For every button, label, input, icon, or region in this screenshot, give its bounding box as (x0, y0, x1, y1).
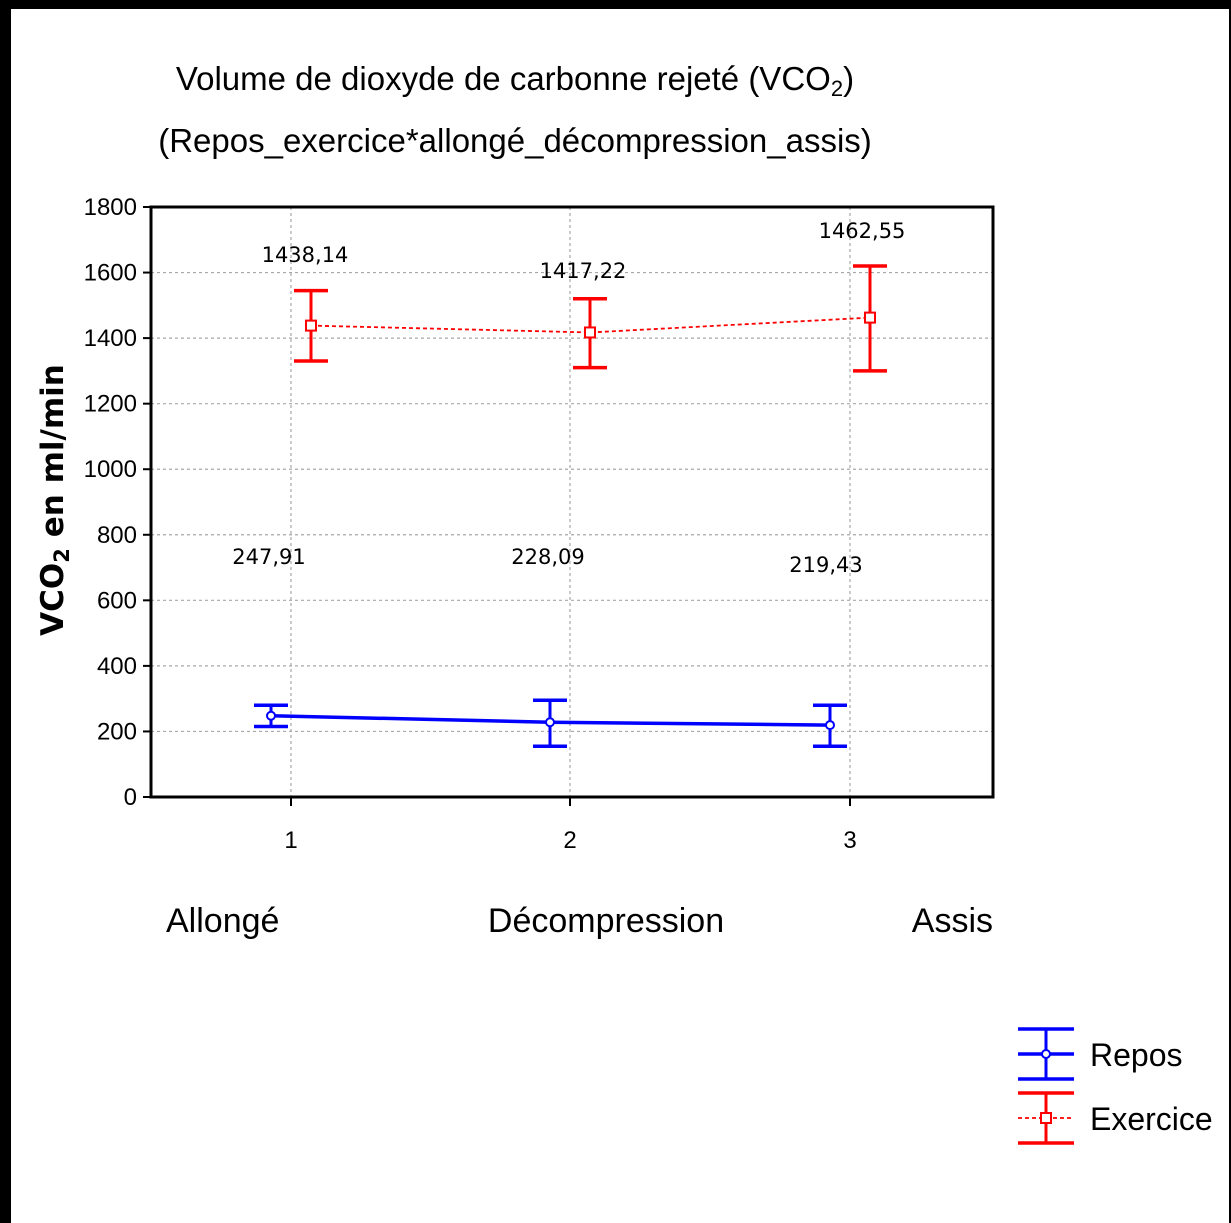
data-point (305, 319, 317, 332)
y-tick-label: 1400 (84, 325, 137, 352)
legend-marker (1041, 1049, 1051, 1059)
data-point (545, 717, 555, 728)
data-label: 1438,14 (262, 243, 349, 267)
data-labels: 247,91 228,09 219,43 1438,14 1417,22 1462,55 (232, 219, 905, 577)
data-label: 219,43 (789, 553, 862, 577)
data-point (864, 311, 876, 324)
data-point (266, 710, 276, 721)
chart-title-line2: (Repos_exercice*allongé_décompression_as… (158, 122, 872, 159)
series-group (254, 264, 887, 748)
legend-label: Repos (1090, 1037, 1183, 1073)
data-label: 1462,55 (819, 219, 906, 243)
series-exercice (294, 264, 887, 373)
data-label: 247,91 (232, 545, 305, 569)
data-label: 228,09 (511, 545, 584, 569)
y-tick-label: 600 (97, 587, 137, 614)
plot-area (149, 205, 995, 799)
ylabel-subscript: 2 (50, 548, 74, 563)
legend-entry-repos: Repos (1018, 1027, 1183, 1081)
x-tick-label: 2 (563, 827, 576, 854)
legend-marker (1040, 1112, 1052, 1124)
y-tick-label: 1000 (84, 456, 137, 483)
y-tick-label: 1800 (84, 194, 137, 221)
category-label: Allongé (166, 902, 279, 940)
category-label: Décompression (488, 902, 724, 940)
y-axis-label: VCO2 en ml/min (35, 364, 74, 636)
series-line (310, 316, 871, 334)
y-tick-label: 1200 (84, 391, 137, 418)
data-label: 1417,22 (540, 259, 627, 283)
y-tick-label: 200 (97, 718, 137, 745)
category-label: Assis (912, 902, 993, 940)
category-labels: Allongé Décompression Assis (166, 902, 993, 940)
x-axis: 1 2 3 (284, 797, 857, 854)
legend-entry-exercice: Exercice (1018, 1091, 1213, 1145)
y-tick-label: 1600 (84, 260, 137, 287)
grid (151, 207, 993, 797)
y-tick-label: 800 (97, 522, 137, 549)
x-tick-label: 1 (284, 827, 297, 854)
data-point (584, 326, 596, 339)
data-point (825, 720, 835, 731)
title-subscript: 2 (831, 76, 843, 101)
chart-title-line1: Volume de dioxyde de carbonne rejeté (VC… (176, 60, 854, 101)
y-tick-label: 400 (97, 653, 137, 680)
legend-label: Exercice (1090, 1101, 1213, 1137)
y-tick-label: 0 (124, 784, 137, 811)
series-repos (254, 698, 847, 748)
y-axis: 0 200 400 600 800 1000 1200 1400 1600 1800 (84, 194, 151, 811)
x-tick-label: 3 (843, 827, 856, 854)
legend: Repos Exercice (1018, 1027, 1213, 1145)
